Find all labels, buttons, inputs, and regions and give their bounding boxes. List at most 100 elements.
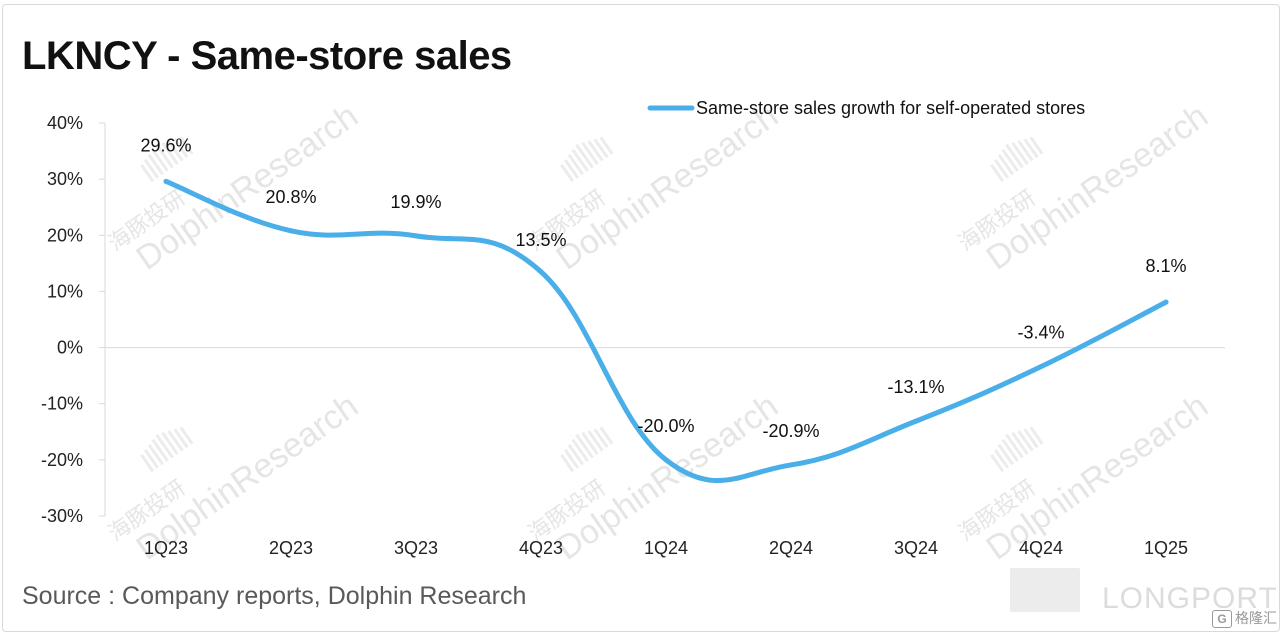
gelonghui-icon: G [1212,610,1232,628]
watermark-bar [147,443,164,466]
watermark-bar [1023,428,1039,449]
watermark-bar [1023,138,1039,159]
watermark-bar [1029,136,1044,155]
data-label: -20.9% [762,421,819,441]
watermark-bar [587,140,604,162]
watermark-bar [593,138,609,159]
watermark-bar [593,428,609,449]
watermark-bar [1011,141,1029,165]
x-tick-label: 1Q25 [1144,538,1188,558]
watermark-bar [560,454,575,473]
gelonghui-text: 格隆汇 [1235,610,1277,626]
data-point [1163,299,1169,305]
watermark-bar [997,153,1014,176]
watermark-bar [997,443,1014,466]
x-tick-label: 1Q23 [144,538,188,558]
source-note: Source : Company reports, Dolphin Resear… [22,582,527,610]
x-tick-label: 1Q24 [644,538,688,558]
watermark-bar [143,158,160,179]
watermark-bar [581,431,599,455]
watermark-bar [563,158,580,179]
watermark-bar [990,454,1005,473]
x-tick-label: 4Q23 [519,538,563,558]
x-tick-label: 3Q24 [894,538,938,558]
watermark-bar [563,448,580,469]
watermark-bar [560,164,575,183]
watermark-bar [155,433,174,459]
watermark-bar [1017,140,1034,162]
watermark-bar [161,431,179,455]
watermark-text: DolphinResearch [550,97,785,278]
data-label: 20.8% [265,187,316,207]
data-label: -20.0% [637,416,694,436]
chart-title: LKNCY - Same-store sales [22,34,512,78]
watermark-bar [567,153,584,176]
y-tick-label: 40% [47,113,83,133]
legend: Same-store sales growth for self-operate… [647,98,1085,118]
watermark-bar [571,148,589,172]
watermark-bar [990,164,1005,183]
watermark-bar [1011,431,1029,455]
watermark-bar [161,141,179,165]
data-point [288,228,294,234]
x-tick-label: 3Q23 [394,538,438,558]
x-tick-label: 2Q23 [269,538,313,558]
series-line-same-store-sales [163,178,1169,484]
data-label: 8.1% [1145,256,1186,276]
watermark-bar [599,136,614,155]
y-tick-label: -30% [41,506,83,526]
watermark-bar [1005,143,1024,169]
y-tick-label: 20% [47,225,83,245]
watermark-bar [1017,430,1034,452]
data-point [663,457,669,463]
watermark-bar [151,148,169,172]
watermark-bar [167,430,184,452]
watermark-bar [151,438,169,462]
watermark-bar [599,426,614,445]
x-tick-label: 4Q24 [1019,538,1063,558]
watermark-bar [147,153,164,176]
watermark-bar [587,430,604,452]
data-point [788,462,794,468]
data-point [1038,364,1044,370]
legend-label: Same-store sales growth for self-operate… [696,98,1085,118]
data-point [163,178,169,184]
watermark-bar [143,448,160,469]
longport-logo-icon [1010,568,1080,612]
data-label: 13.5% [515,230,566,250]
watermark-text: DolphinResearch [980,97,1215,278]
watermark-bar [140,454,155,473]
axes: 40% 30% 20% 10% 0% -10% -20% -30% 1Q23 2Q23 3Q23 4Q… [41,113,1225,558]
watermark-bar [993,448,1010,469]
gelonghui-badge: G 格隆汇 [1212,608,1277,628]
data-point [538,269,544,275]
watermark-bar [140,164,155,183]
watermark-bar [567,443,584,466]
data-label: -13.1% [887,377,944,397]
watermark-bar [179,136,194,155]
data-label: 19.9% [390,192,441,212]
data-label: 29.6% [140,135,191,155]
y-tick-label: 0% [57,338,83,358]
watermark-bar [571,438,589,462]
watermark-bar [1001,438,1019,462]
watermark-bar [1029,426,1044,445]
y-tick-label: -10% [41,394,83,414]
watermark-bar [581,141,599,165]
watermark-bar [1001,148,1019,172]
series-layer [163,178,1169,484]
watermark-bar [179,426,194,445]
x-tick-label: 2Q24 [769,538,813,558]
y-tick-label: 10% [47,281,83,301]
data-label: -3.4% [1017,323,1064,343]
watermark-bar [155,143,174,169]
watermark-bar [173,428,189,449]
watermark-text: DolphinResearch [130,97,365,278]
watermark-bar [575,433,594,459]
y-tick-label: 30% [47,169,83,189]
chart-frame [2,4,1280,632]
